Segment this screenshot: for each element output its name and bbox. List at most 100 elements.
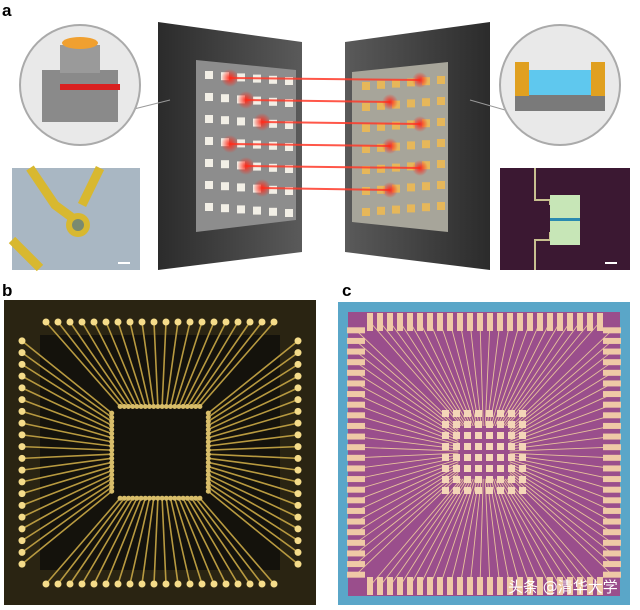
wire (69, 321, 130, 407)
pad (537, 577, 543, 595)
trace (399, 321, 468, 427)
pad (54, 580, 62, 588)
detector (392, 79, 400, 88)
wire (173, 321, 203, 407)
wire (93, 497, 138, 585)
trace (355, 463, 459, 512)
trace (498, 478, 561, 587)
pad (18, 443, 26, 451)
pad (294, 407, 302, 415)
bond-wires (18, 318, 302, 588)
inner-pad (109, 476, 115, 482)
detector (377, 101, 385, 110)
device (442, 432, 449, 439)
device (519, 487, 526, 494)
pad (517, 577, 523, 595)
wire (207, 351, 299, 418)
pad (42, 318, 50, 326)
pad (18, 525, 26, 533)
pad (347, 444, 365, 451)
pad (477, 577, 483, 595)
detector (362, 145, 370, 153)
led (205, 159, 213, 167)
pad (150, 318, 158, 326)
inner-pad (205, 431, 211, 437)
glow (221, 135, 239, 153)
pad (347, 401, 365, 408)
pad (437, 313, 443, 331)
device (464, 432, 471, 439)
trace (509, 463, 613, 512)
trace (509, 372, 613, 437)
chip-surface (348, 312, 620, 596)
glow (412, 160, 428, 176)
wire (165, 321, 179, 407)
led (285, 99, 293, 107)
connector (469, 99, 506, 111)
inner-pad (205, 422, 211, 428)
inner-pad (138, 404, 144, 409)
inner-pad (180, 404, 186, 409)
pad (603, 327, 621, 334)
led-mesa (72, 219, 84, 231)
trace (369, 478, 462, 587)
pad (347, 497, 365, 504)
led-top (62, 37, 98, 49)
pad (467, 313, 473, 331)
trace (389, 478, 466, 587)
inner-pad (109, 472, 115, 478)
wire (169, 321, 191, 407)
wire (208, 434, 299, 447)
trace (355, 467, 459, 533)
device (453, 465, 460, 472)
trace (509, 404, 613, 443)
pad (487, 577, 493, 595)
inner-pad (205, 455, 211, 461)
trace (355, 329, 459, 428)
device (486, 443, 493, 450)
device (497, 432, 504, 439)
wire (208, 461, 299, 483)
pad (18, 454, 26, 462)
inner-pad (176, 495, 182, 501)
pad (507, 313, 513, 331)
pad (457, 313, 463, 331)
wire (208, 465, 299, 495)
trace (449, 321, 478, 427)
trace (492, 478, 531, 587)
pad (603, 529, 621, 536)
pad (603, 454, 621, 461)
pad (603, 391, 621, 398)
pad (603, 476, 621, 483)
wire (21, 422, 112, 443)
pad (603, 465, 621, 472)
device (508, 421, 515, 428)
detector (407, 162, 415, 171)
pad (18, 501, 26, 509)
trace (502, 478, 581, 587)
device (508, 454, 515, 461)
pad (78, 318, 86, 326)
device (497, 443, 504, 450)
pad (294, 349, 302, 357)
pad (18, 431, 26, 439)
trace (355, 469, 459, 544)
inner-pad (134, 495, 140, 501)
trace (488, 478, 511, 587)
wire (190, 321, 251, 407)
wire (173, 497, 203, 585)
trace (494, 478, 541, 587)
panel-c: c 头条 @清华大学 (338, 281, 630, 605)
pad (270, 580, 278, 588)
inner-pad (142, 495, 148, 501)
pad (114, 318, 122, 326)
led (269, 75, 277, 84)
pad (294, 396, 302, 404)
pad (270, 318, 278, 326)
glow (382, 138, 398, 154)
inner-pad (189, 495, 194, 501)
wire (105, 497, 142, 585)
trace (379, 478, 464, 587)
trace (496, 478, 551, 587)
pad (90, 580, 98, 588)
